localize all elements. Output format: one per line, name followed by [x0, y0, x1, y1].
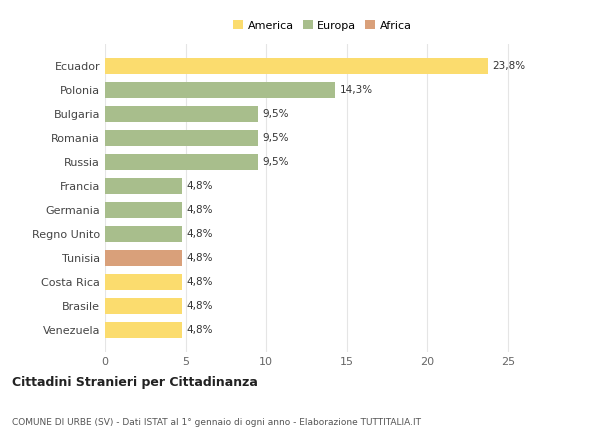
- Bar: [105, 130, 258, 146]
- Text: 14,3%: 14,3%: [340, 85, 373, 95]
- Text: Cittadini Stranieri per Cittadinanza: Cittadini Stranieri per Cittadinanza: [12, 376, 258, 389]
- Text: COMUNE DI URBE (SV) - Dati ISTAT al 1° gennaio di ogni anno - Elaborazione TUTTI: COMUNE DI URBE (SV) - Dati ISTAT al 1° g…: [12, 418, 421, 427]
- Text: 4,8%: 4,8%: [187, 277, 213, 287]
- Bar: [105, 58, 488, 73]
- Text: 9,5%: 9,5%: [262, 109, 289, 119]
- Text: 4,8%: 4,8%: [187, 205, 213, 215]
- Text: 4,8%: 4,8%: [187, 229, 213, 239]
- Bar: [105, 274, 182, 290]
- Text: 23,8%: 23,8%: [493, 61, 526, 71]
- Text: 4,8%: 4,8%: [187, 325, 213, 335]
- Text: 4,8%: 4,8%: [187, 181, 213, 191]
- Bar: [105, 298, 182, 314]
- Text: 4,8%: 4,8%: [187, 253, 213, 263]
- Bar: [105, 178, 182, 194]
- Bar: [105, 82, 335, 98]
- Text: 9,5%: 9,5%: [262, 157, 289, 167]
- Bar: [105, 226, 182, 242]
- Bar: [105, 154, 258, 170]
- Legend: America, Europa, Africa: America, Europa, Africa: [229, 16, 416, 35]
- Bar: [105, 323, 182, 338]
- Text: 9,5%: 9,5%: [262, 133, 289, 143]
- Bar: [105, 106, 258, 122]
- Bar: [105, 202, 182, 218]
- Bar: [105, 250, 182, 266]
- Text: 4,8%: 4,8%: [187, 301, 213, 311]
